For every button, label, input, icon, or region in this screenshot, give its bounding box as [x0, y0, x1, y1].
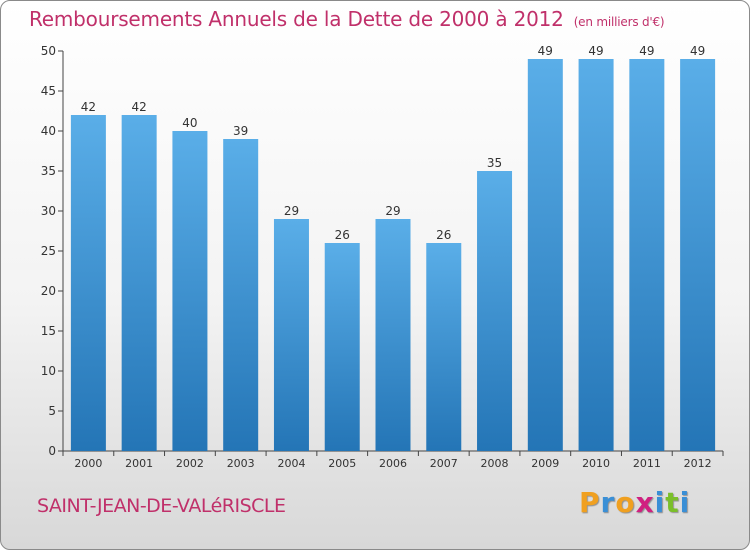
bar-value-label: 39	[233, 124, 248, 138]
bar-value-label: 26	[436, 228, 451, 242]
x-tick-label: 2003	[227, 457, 255, 470]
y-tick-label: 45	[41, 84, 56, 98]
x-tick-label: 2000	[74, 457, 102, 470]
bar-value-label: 35	[487, 156, 502, 170]
bar	[70, 115, 106, 451]
bar	[121, 115, 157, 451]
y-tick-label: 10	[41, 364, 56, 378]
bar-value-label: 29	[284, 204, 299, 218]
x-tick-label: 2001	[125, 457, 153, 470]
logo-letter: i	[654, 486, 666, 519]
bar	[527, 59, 563, 451]
y-tick-label: 50	[41, 44, 56, 58]
x-tick-label: 2009	[531, 457, 559, 470]
bar	[629, 59, 665, 451]
y-tick-label: 20	[41, 284, 56, 298]
logo-letter: o	[615, 486, 636, 519]
bar	[426, 243, 462, 451]
bar	[223, 139, 259, 451]
commune-name: SAINT-JEAN-DE-VALéRISCLE	[37, 495, 286, 517]
chart-title-text: Remboursements Annuels de la Dette de 20…	[29, 7, 564, 31]
bar-value-label: 49	[639, 44, 654, 58]
x-tick-label: 2004	[277, 457, 305, 470]
logo-letter: x	[635, 486, 655, 519]
logo-letter: P	[579, 486, 601, 519]
y-tick-label: 30	[41, 204, 56, 218]
x-tick-label: 2005	[328, 457, 356, 470]
bar-value-label: 29	[385, 204, 400, 218]
bar-value-label: 42	[132, 100, 147, 114]
y-tick-label: 35	[41, 164, 56, 178]
x-tick-label: 2006	[379, 457, 407, 470]
chart-subtitle: (en milliers d'€)	[573, 15, 665, 29]
x-tick-label: 2002	[176, 457, 204, 470]
y-tick-label: 15	[41, 324, 56, 338]
bar-value-label: 26	[335, 228, 350, 242]
chart-title: Remboursements Annuels de la Dette de 20…	[29, 7, 665, 31]
x-tick-label: 2010	[582, 457, 610, 470]
bar-value-label: 42	[81, 100, 96, 114]
x-tick-label: 2008	[481, 457, 509, 470]
bar-value-label: 49	[588, 44, 603, 58]
logo-letter: r	[600, 486, 616, 519]
y-tick-label: 25	[41, 244, 56, 258]
bar	[324, 243, 360, 451]
x-tick-label: 2007	[430, 457, 458, 470]
bar	[680, 59, 716, 451]
bar	[578, 59, 614, 451]
bar	[273, 219, 309, 451]
bar	[375, 219, 411, 451]
bar	[477, 171, 513, 451]
proxiti-logo: Proxiti	[579, 486, 690, 519]
y-tick-label: 5	[48, 404, 56, 418]
logo-letter: t	[665, 486, 680, 519]
x-tick-label: 2012	[684, 457, 712, 470]
y-tick-label: 40	[41, 124, 56, 138]
bar-value-label: 49	[690, 44, 705, 58]
x-tick-label: 2011	[633, 457, 661, 470]
bar-value-label: 40	[182, 116, 197, 130]
y-tick-label: 0	[48, 444, 56, 458]
logo-letter: i	[679, 486, 691, 519]
bar	[172, 131, 208, 451]
bar-value-label: 49	[538, 44, 553, 58]
